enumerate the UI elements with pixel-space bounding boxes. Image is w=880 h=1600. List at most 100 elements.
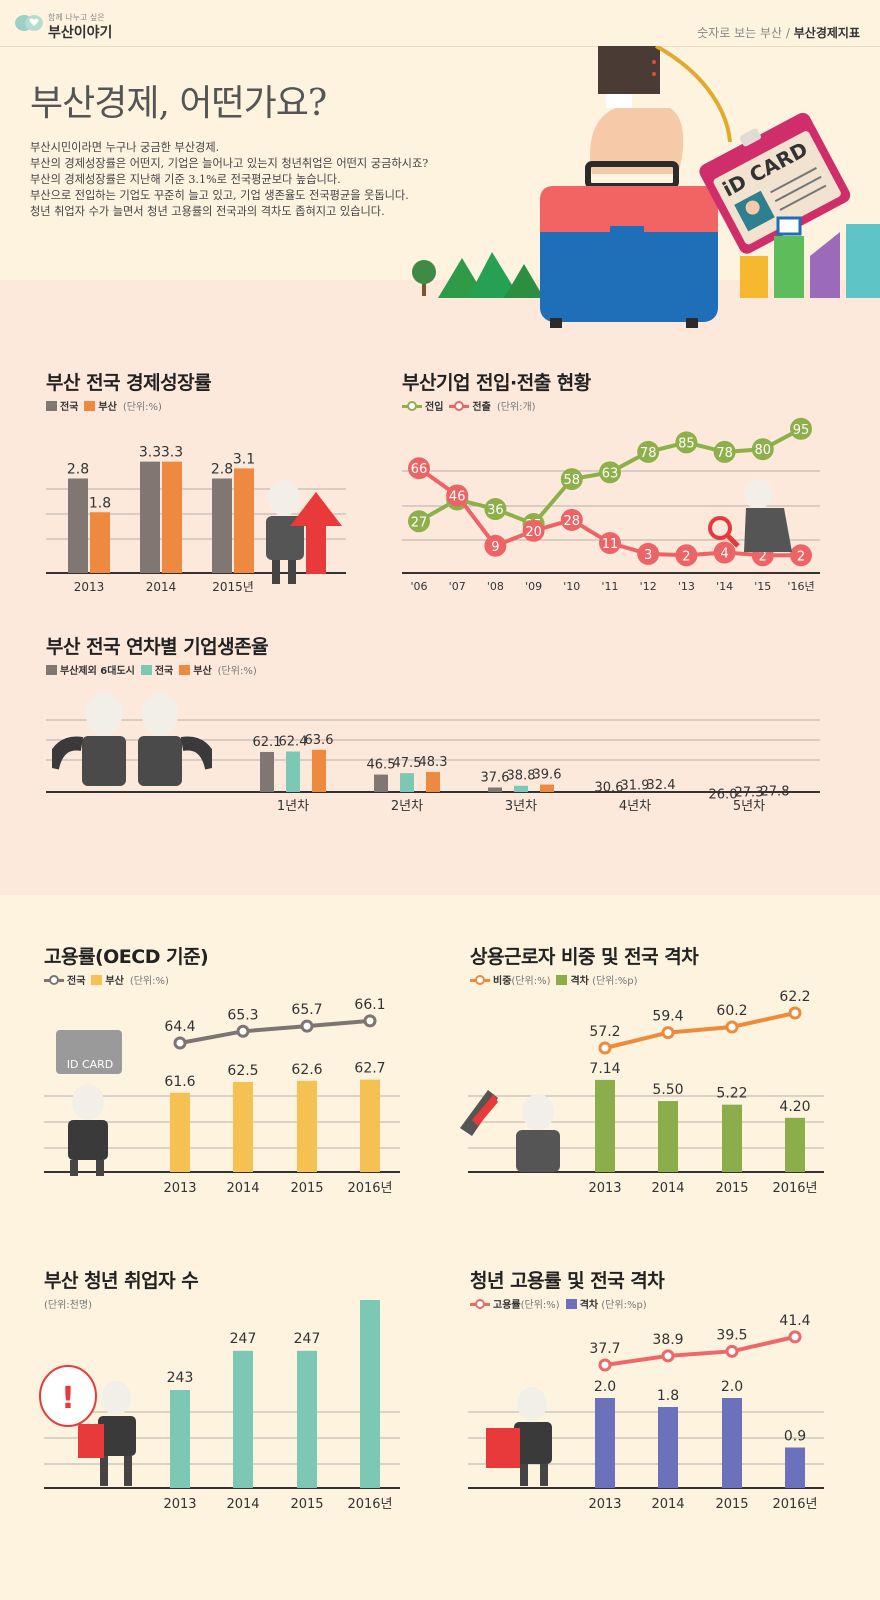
legend-item: 부산 — [84, 398, 117, 413]
x-tick-label: 2015년 — [212, 580, 254, 594]
id-card-sign-label: ID CARD — [67, 1058, 114, 1071]
legend-label: 전국 — [67, 976, 86, 987]
x-tick-label: 2016년 — [347, 1497, 392, 1512]
data-point — [637, 542, 660, 565]
survival-chart-title: 부산 전국 연차별 기업생존율 — [46, 636, 269, 658]
data-label: 3.3 — [161, 445, 183, 461]
data-point — [713, 541, 736, 564]
data-point — [790, 544, 812, 567]
data-label: 38.8 — [507, 769, 536, 784]
regular-chart-title: 상용근로자 비중 및 전국 격차 — [470, 946, 699, 968]
data-label: 7.14 — [589, 1061, 620, 1077]
firms-chart-title: 부산기업 전입·전출 현황 — [402, 372, 591, 394]
data-label: 62.4 — [279, 735, 308, 750]
data-label: 2 — [759, 549, 767, 564]
data-label: 27.3 — [735, 785, 764, 800]
data-label: 247 — [230, 1331, 257, 1347]
data-label: 78 — [640, 446, 657, 461]
intro-line: 부산으로 전입하는 기업도 꾸준히 늘고 있고, 기업 생존율도 전국평균을 웃… — [30, 189, 409, 202]
x-tick-label: '12 — [640, 580, 657, 593]
data-label: 36 — [487, 503, 504, 518]
intro-line: 부산의 경제성장률은 지난해 기준 3.1%로 전국평균보다 높습니다. — [30, 173, 341, 186]
legend-label: 격차 — [570, 976, 589, 987]
data-point — [484, 534, 507, 557]
x-tick-label: '06 — [410, 580, 427, 593]
legend-unit: (단위:%) — [511, 976, 551, 987]
data-label: 2.0 — [721, 1379, 743, 1395]
intro-line: 부산시민이라면 누구나 궁금한 부산경제. — [30, 141, 220, 154]
series-line — [604, 1011, 796, 1050]
x-tick-label: 2년차 — [391, 799, 423, 814]
page-title: 부산경제, 어떤가요? — [30, 83, 327, 124]
data-point — [598, 1358, 612, 1372]
legend-unit: (단위:개) — [496, 402, 536, 413]
legend-label: 부산 — [98, 402, 117, 413]
data-point — [637, 440, 660, 463]
data-label: 62.7 — [354, 1061, 385, 1077]
x-tick-label: 2013 — [163, 1497, 196, 1512]
x-tick-label: 2013 — [74, 580, 105, 594]
breadcrumb-parent-link[interactable]: 숫자로 보는 부산 — [697, 26, 783, 40]
data-label: 78 — [716, 446, 733, 461]
data-label: 61.6 — [164, 1074, 195, 1090]
logo-link[interactable]: 부산이야기 — [48, 25, 113, 41]
exclamation-icon: ! — [61, 1381, 75, 1416]
legend-label: 전국 — [154, 666, 174, 677]
data-label: 65.3 — [227, 1007, 258, 1023]
legend-label: 부산 — [193, 666, 212, 677]
regular-legend: 비중(단위:%) 격차 (단위:%p) — [470, 972, 638, 987]
x-tick-label: 2013 — [588, 1497, 621, 1512]
youth-count-chart: 2432013247201424720152542016년 — [44, 1300, 400, 1512]
data-point — [788, 1330, 802, 1344]
data-label: 2 — [797, 549, 805, 564]
data-label: 20 — [525, 525, 542, 540]
legend-item: 전국 — [140, 662, 174, 677]
data-label: 65.7 — [291, 1002, 322, 1018]
legend-unit: (단위:천명) — [44, 1300, 92, 1311]
data-label: 2.8 — [211, 462, 233, 478]
data-label: 64.4 — [164, 1019, 195, 1035]
x-tick-label: 2015 — [715, 1497, 748, 1512]
two-businessmen-illustration — [52, 692, 212, 786]
lanyard-line — [655, 46, 732, 143]
employment-legend: 전국 부산 (단위:%) — [44, 972, 169, 987]
data-label: 38.9 — [652, 1332, 683, 1348]
x-tick-label: '09 — [525, 580, 542, 593]
data-label: 62.2 — [779, 989, 810, 1005]
growth-chart-title: 부산 전국 경제성장률 — [46, 372, 212, 394]
data-label: 4 — [720, 547, 728, 562]
legend-item: 부산제외 6대도시 — [46, 662, 135, 677]
x-tick-label: 2014 — [651, 1497, 684, 1512]
data-label: 37.7 — [589, 1341, 620, 1357]
bar — [234, 468, 254, 573]
data-label: 58 — [564, 473, 581, 488]
series-line — [604, 1334, 796, 1367]
data-label: 41.4 — [779, 1313, 810, 1329]
data-label: 66.1 — [354, 997, 385, 1013]
data-label: 46 — [449, 489, 466, 504]
bar — [286, 751, 300, 792]
legend-label: 전국 — [60, 402, 79, 413]
data-label: 2 — [682, 549, 690, 564]
x-tick-label: '08 — [487, 580, 504, 593]
x-tick-label: '16년 — [787, 580, 814, 593]
legend-item: 전입 — [402, 398, 443, 413]
data-label: 4.20 — [779, 1099, 810, 1115]
survival-legend: 부산제외 6대도시 전국 부산 (단위:%) — [46, 662, 257, 677]
data-label: 39.5 — [716, 1327, 747, 1343]
x-tick-label: '10 — [563, 580, 580, 593]
bar — [360, 1300, 380, 1488]
legend-item: 격차 (단위:%p) — [565, 1296, 647, 1311]
regular-chart: 7.14 5.50 5.22 4.20 57.2 59.4 60.2 62.2 2013 2014… — [468, 989, 824, 1196]
data-point — [725, 1344, 739, 1358]
data-label: 27.8 — [761, 785, 790, 800]
x-tick-label: '11 — [601, 580, 618, 593]
legend-label: 비중 — [493, 976, 512, 987]
bar — [360, 1079, 380, 1172]
intro-text: 부산시민이라면 누구나 궁금한 부산경제. 부산의 경제성장률은 어떤지, 기업… — [30, 140, 540, 220]
tree-icon — [412, 260, 436, 296]
youth-rate-chart: 2.0 1.8 2.0 0.9 37.7 38.9 39.5 41.4 2013 2014 2015… — [468, 1313, 824, 1512]
x-tick-label: 2013 — [588, 1181, 621, 1196]
data-label: 32.4 — [647, 778, 676, 793]
bar — [233, 1082, 253, 1172]
